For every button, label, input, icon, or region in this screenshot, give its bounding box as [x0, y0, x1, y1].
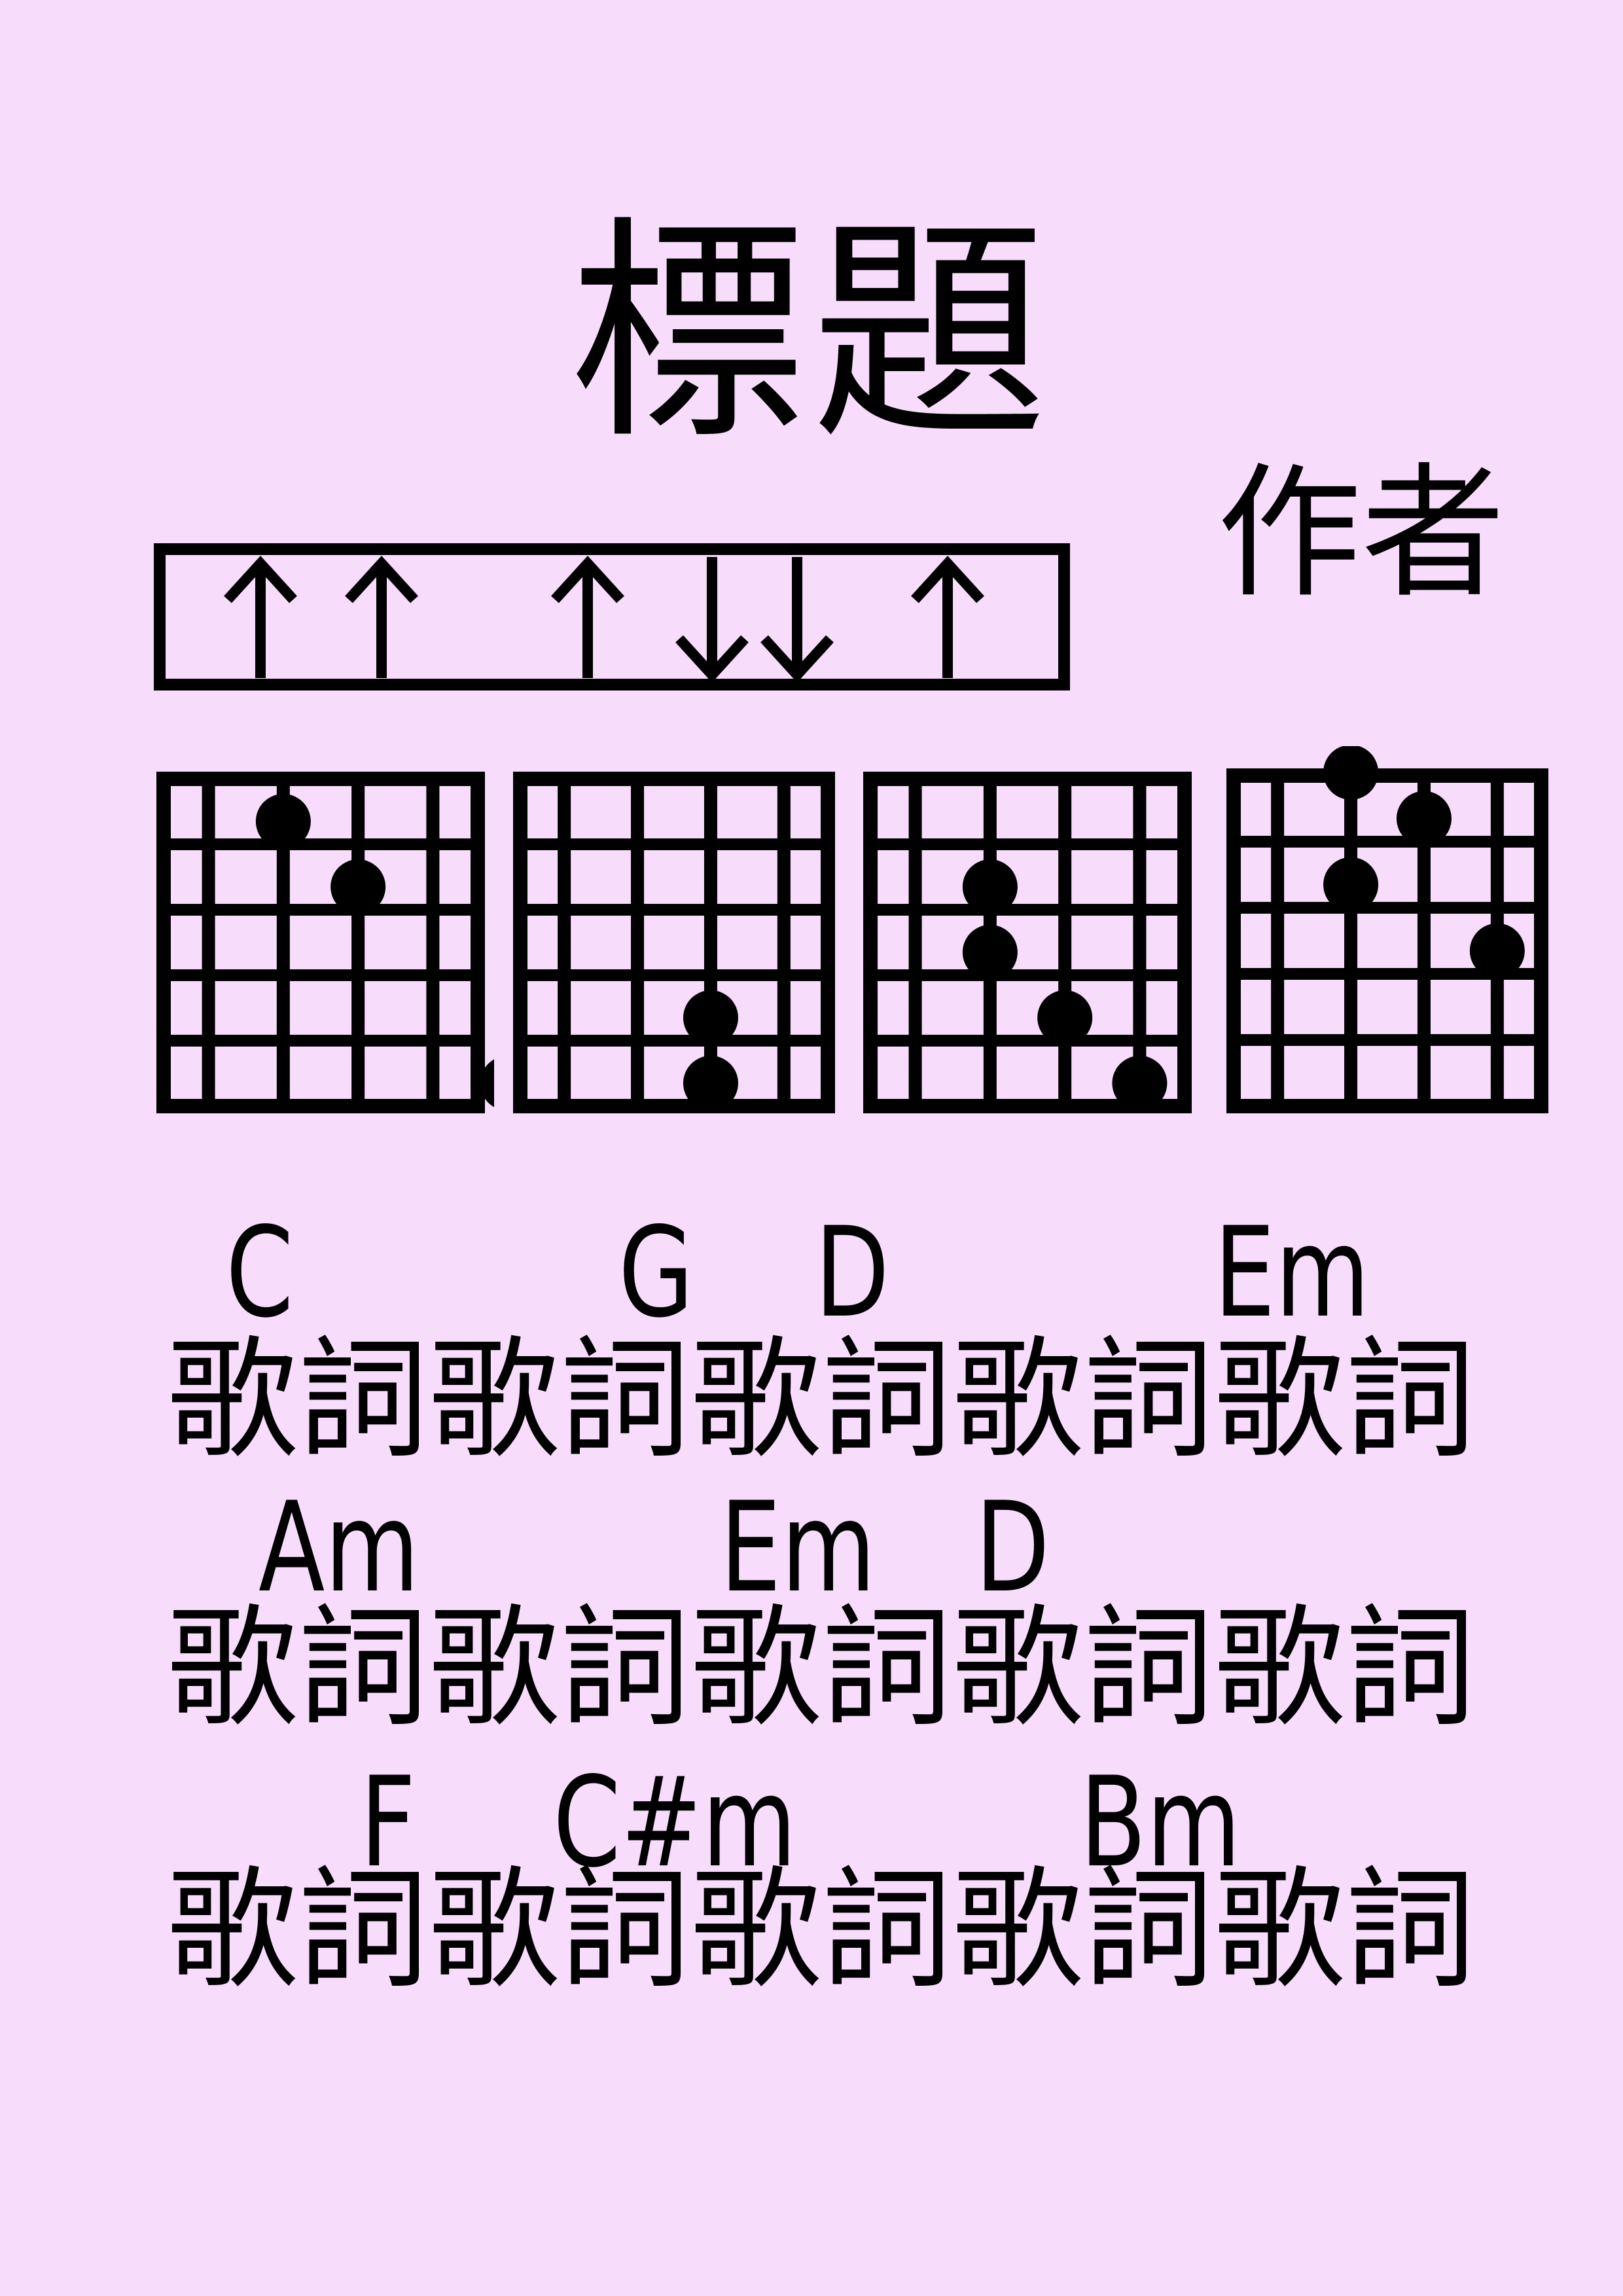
- chord-diagram-g: [504, 753, 844, 1119]
- strum-pattern-box: [154, 543, 1070, 691]
- finger-dot: [1037, 990, 1092, 1045]
- lyric-line: 歌詞歌詞歌詞歌詞歌詞: [167, 1335, 1476, 1466]
- strum-up-arrow-icon: [218, 550, 303, 681]
- finger-dot: [256, 794, 311, 849]
- chord-label: C: [226, 1211, 293, 1335]
- chord-diagram-c: [147, 753, 494, 1119]
- finger-dot: [1470, 924, 1525, 978]
- finger-dot: [683, 990, 738, 1045]
- strum-up-arrow-icon: [339, 550, 424, 681]
- chord-diagram-d: [854, 753, 1201, 1119]
- chord-label: D: [815, 1211, 889, 1335]
- chord-label: G: [618, 1211, 694, 1335]
- lyric-line: 歌詞歌詞歌詞歌詞歌詞: [167, 1865, 1476, 1996]
- finger-dot: [1397, 791, 1452, 846]
- song-title: 標題: [0, 216, 1623, 452]
- chord-label: Em: [1214, 1211, 1370, 1335]
- finger-dot: [330, 859, 385, 914]
- finger-dot: [1323, 746, 1378, 800]
- finger-dot: [963, 859, 1018, 914]
- finger-dot: [1112, 1056, 1167, 1111]
- finger-dot: [1323, 857, 1378, 912]
- chord-diagram-em: [1217, 746, 1558, 1119]
- chord-label: Em: [720, 1486, 876, 1610]
- strum-down-arrow-icon: [669, 550, 755, 681]
- chord-label: D: [975, 1486, 1050, 1610]
- strum-up-arrow-icon: [545, 550, 630, 681]
- finger-dot: [683, 1056, 738, 1111]
- song-author: 作者: [1217, 461, 1505, 605]
- chord-label: Am: [259, 1486, 419, 1610]
- lyric-line: 歌詞歌詞歌詞歌詞歌詞: [167, 1604, 1476, 1734]
- strum-down-arrow-icon: [755, 550, 840, 681]
- finger-dot: [963, 925, 1018, 980]
- strum-up-arrow-icon: [905, 550, 990, 681]
